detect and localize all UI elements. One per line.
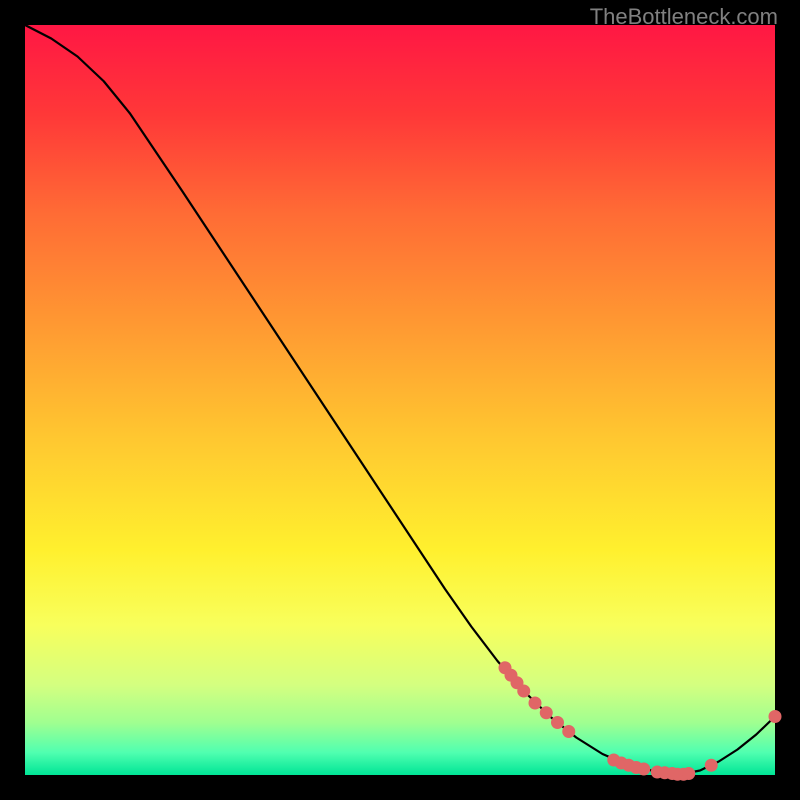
bottleneck-chart: TheBottleneck.com [0,0,800,800]
data-marker [529,697,541,709]
data-marker [705,759,717,771]
data-marker [552,717,564,729]
data-marker [769,711,781,723]
data-marker [638,763,650,775]
chart-svg [0,0,800,800]
data-marker [518,685,530,697]
data-marker [540,707,552,719]
data-marker [563,726,575,738]
data-marker [683,768,695,780]
plot-background [25,25,775,775]
